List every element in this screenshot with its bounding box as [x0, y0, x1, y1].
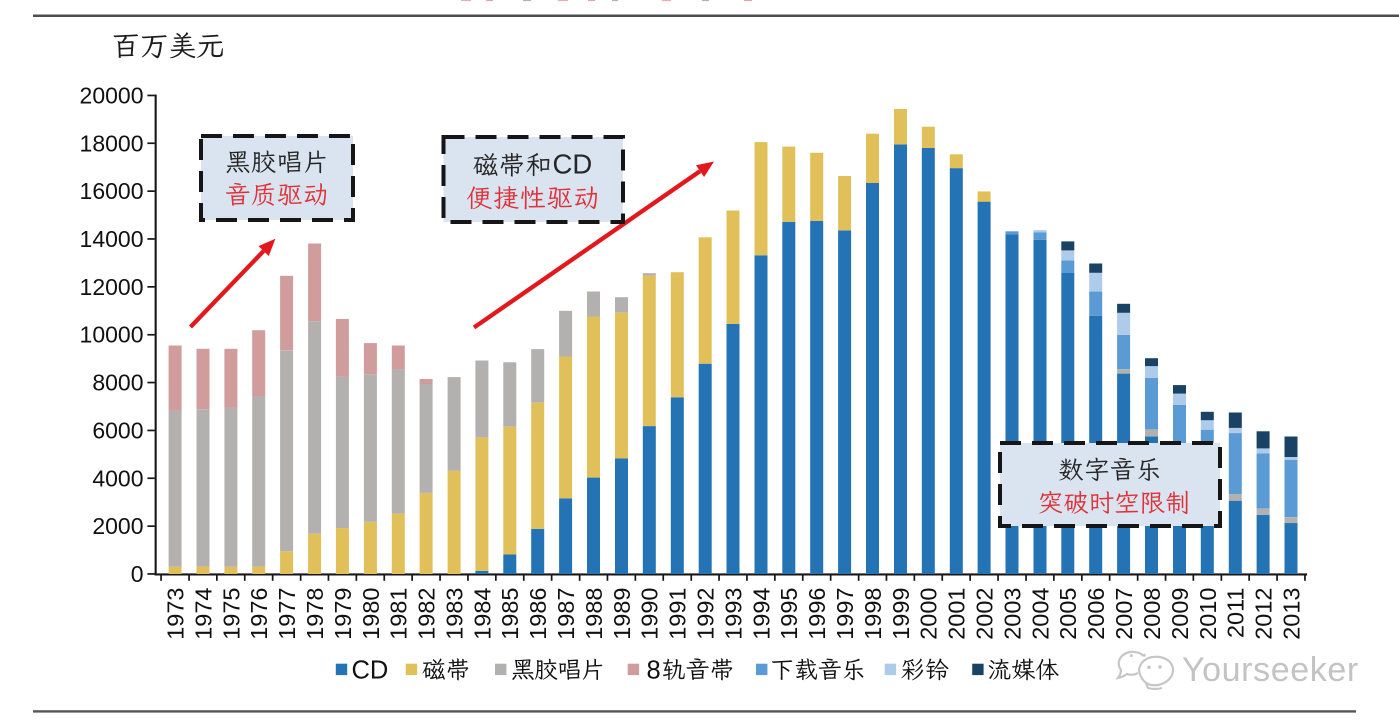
svg-text:2012: 2012 [1251, 588, 1277, 640]
svg-text:1980: 1980 [358, 588, 384, 640]
svg-text:Yourseeker: Yourseeker [1182, 651, 1359, 689]
svg-text:CD: CD [352, 656, 389, 684]
svg-text:1992: 1992 [693, 588, 719, 640]
svg-text:2011: 2011 [1223, 588, 1249, 639]
svg-text:2006: 2006 [1083, 588, 1109, 640]
svg-text:1990: 1990 [637, 588, 663, 640]
svg-text:12000: 12000 [80, 274, 144, 300]
svg-text:1982: 1982 [414, 588, 440, 640]
svg-text:1994: 1994 [748, 588, 774, 640]
svg-text:1979: 1979 [330, 588, 356, 640]
svg-text:2007: 2007 [1111, 588, 1137, 640]
svg-text:2000: 2000 [92, 513, 143, 539]
svg-text:1984: 1984 [469, 588, 495, 640]
svg-text:CD: CD [553, 149, 593, 180]
svg-text:2013: 2013 [1279, 588, 1305, 640]
svg-text:1987: 1987 [553, 588, 579, 640]
svg-text:1988: 1988 [581, 588, 607, 640]
svg-text:2004: 2004 [1027, 588, 1053, 640]
svg-text:1998: 1998 [860, 588, 886, 640]
svg-text:4000: 4000 [92, 465, 143, 491]
svg-text:0: 0 [131, 561, 144, 587]
svg-text:2009: 2009 [1167, 588, 1193, 640]
svg-text:6000: 6000 [92, 417, 143, 443]
svg-text:1974: 1974 [190, 588, 216, 640]
svg-text:8: 8 [647, 656, 661, 684]
svg-text:1978: 1978 [302, 588, 328, 640]
svg-text:1999: 1999 [888, 588, 914, 640]
svg-text:20000: 20000 [80, 82, 144, 108]
svg-text:16000: 16000 [80, 178, 144, 204]
svg-text:8000: 8000 [92, 370, 143, 396]
svg-text:1977: 1977 [274, 588, 300, 640]
svg-text:2008: 2008 [1139, 588, 1165, 640]
svg-text:1985: 1985 [497, 588, 523, 640]
svg-text:1981: 1981 [386, 588, 412, 640]
svg-text:2000: 2000 [916, 588, 942, 640]
svg-text:1975: 1975 [218, 588, 244, 640]
svg-text:1997: 1997 [832, 588, 858, 640]
svg-text:2002: 2002 [972, 588, 998, 640]
svg-text:10000: 10000 [80, 322, 144, 348]
svg-text:1986: 1986 [525, 588, 551, 640]
svg-text:14000: 14000 [80, 226, 144, 252]
svg-text:2001: 2001 [944, 588, 970, 640]
svg-text:1973: 1973 [163, 588, 189, 640]
svg-text:1989: 1989 [609, 588, 635, 640]
svg-text:2010: 2010 [1195, 588, 1221, 640]
svg-text:1996: 1996 [804, 588, 830, 640]
svg-text:1983: 1983 [441, 588, 467, 640]
svg-text:1993: 1993 [720, 588, 746, 640]
svg-text:18000: 18000 [80, 130, 144, 156]
svg-text:1991: 1991 [665, 588, 691, 640]
svg-text:1976: 1976 [246, 588, 272, 640]
svg-text:2005: 2005 [1055, 588, 1081, 640]
svg-text:2003: 2003 [999, 588, 1025, 640]
svg-text:1995: 1995 [776, 588, 802, 640]
